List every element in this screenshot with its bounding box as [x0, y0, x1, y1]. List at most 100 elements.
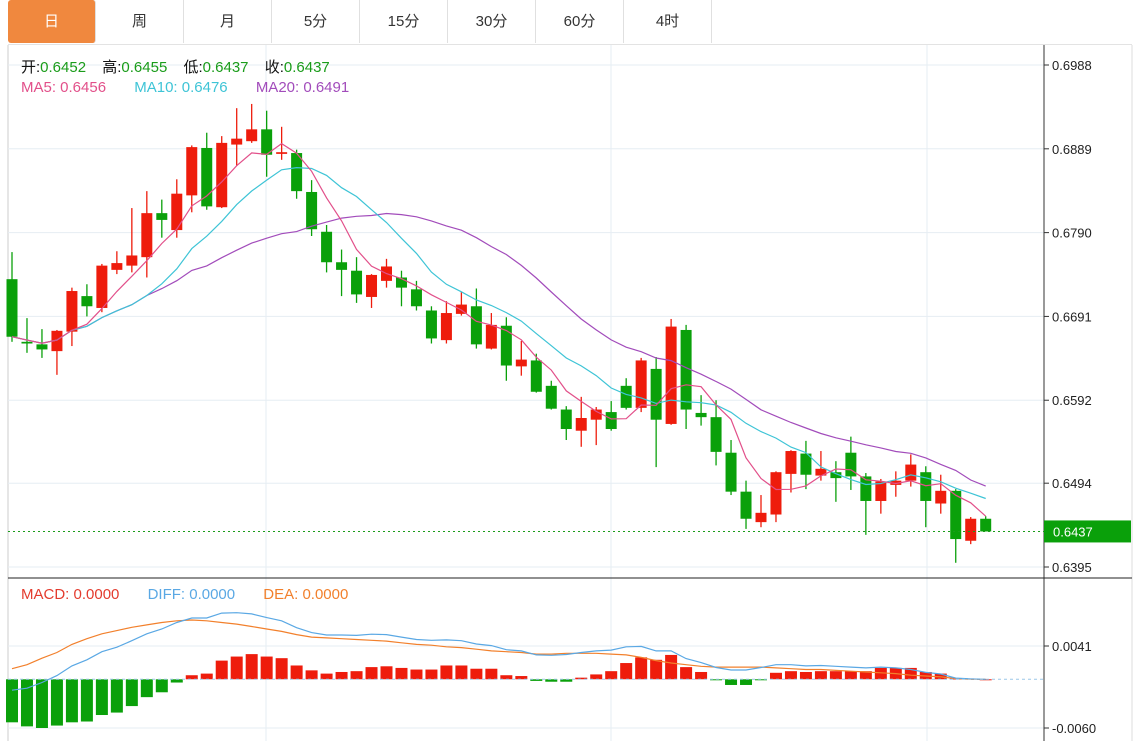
candle-up — [186, 147, 198, 196]
macd-bar — [50, 679, 63, 726]
candle-up — [141, 213, 153, 258]
candle-down — [560, 409, 572, 430]
macd-bar — [560, 679, 573, 682]
macd-bar — [365, 667, 378, 680]
price-tick-label: 0.6691 — [1052, 309, 1092, 324]
candle-up — [890, 480, 902, 485]
macd-bar — [695, 671, 708, 680]
candle-down — [830, 472, 842, 479]
price-tick-label: 0.6790 — [1052, 226, 1092, 241]
candle-down — [695, 412, 707, 418]
macd-bar — [590, 674, 603, 680]
ma5-line — [11, 142, 987, 517]
candle-up — [111, 263, 123, 270]
macd-bar — [904, 667, 917, 680]
candle-up — [785, 451, 797, 474]
tab-week[interactable]: 周 — [96, 0, 184, 43]
candle-down — [470, 306, 482, 345]
macd-bar — [65, 679, 78, 723]
candle-down — [650, 368, 662, 420]
candle-up — [770, 472, 782, 515]
ma20-line — [11, 212, 986, 487]
candle-up — [965, 518, 977, 541]
macd-bar — [290, 665, 303, 680]
ma10-line — [11, 166, 986, 500]
macd-bar — [230, 656, 243, 680]
candle-down — [920, 472, 932, 501]
macd-bar — [545, 679, 558, 682]
macd-bar — [80, 679, 93, 722]
macd-bar — [799, 671, 812, 680]
candle-down — [980, 518, 992, 532]
candle-up — [126, 255, 138, 266]
tab-5min[interactable]: 5分 — [272, 0, 360, 43]
macd-bar — [350, 671, 363, 680]
macd-bar — [784, 671, 797, 680]
tab-day[interactable]: 日 — [8, 0, 96, 43]
macd-bar — [185, 675, 198, 680]
macd-bar — [575, 677, 588, 680]
macd-bar — [410, 669, 423, 680]
candle-up — [665, 326, 677, 424]
macd-bar — [35, 679, 48, 728]
candle-up — [485, 324, 497, 349]
macd-bar — [440, 665, 453, 680]
macd-bar — [305, 670, 318, 680]
candle-down — [605, 412, 617, 430]
candle-down — [6, 279, 18, 337]
candle-up — [440, 313, 452, 341]
macd-bar — [470, 668, 483, 680]
candle-down — [680, 329, 692, 410]
tab-60min[interactable]: 60分 — [536, 0, 624, 43]
macd-legend: MACD: 0.0000 DIFF: 0.0000 DEA: 0.0000 — [21, 586, 348, 603]
macd-bar — [665, 654, 678, 680]
candle-up — [935, 490, 947, 504]
tab-30min[interactable]: 30分 — [448, 0, 536, 43]
axes: 0.6988 0.6889 0.6790 0.6691 0.6592 0.6494 0.63… — [8, 45, 1132, 741]
macd-bar — [155, 679, 168, 693]
open-label: 开: — [21, 59, 41, 76]
candle-up — [905, 464, 917, 481]
macd-bar — [814, 671, 827, 680]
tab-15min[interactable]: 15分 — [360, 0, 448, 43]
price-tick-label: 0.6494 — [1052, 476, 1092, 491]
macd-bar — [515, 676, 528, 680]
candle-up — [515, 359, 527, 367]
macd-bar — [215, 660, 228, 680]
ma-legend: MA5: 0.6456 MA10: 0.6476 MA20: 0.6491 — [21, 79, 349, 96]
candle-down — [306, 191, 318, 230]
macd-bar — [829, 671, 842, 680]
candle-up — [635, 360, 647, 408]
tab-month[interactable]: 月 — [184, 0, 272, 43]
macd-bar — [95, 679, 108, 716]
low-value: 0.6437 — [202, 59, 249, 76]
candle-down — [156, 213, 168, 220]
open-value: 0.6452 — [40, 59, 87, 76]
candle-down — [321, 231, 333, 263]
candle-down — [291, 153, 303, 192]
macd-bar — [530, 679, 543, 681]
macd-bar — [740, 679, 753, 685]
macd-bar — [485, 668, 498, 680]
candle-up — [875, 481, 887, 501]
candle-up — [231, 138, 243, 145]
macd-bar — [20, 679, 33, 727]
macd-bar — [769, 672, 782, 680]
macd-bar — [635, 657, 648, 680]
candle-up — [455, 304, 467, 314]
candle-down — [261, 129, 273, 155]
candle-up — [575, 418, 587, 431]
close-label: 收: — [264, 59, 284, 76]
macd-bar — [725, 679, 738, 685]
tab-4hour[interactable]: 4时 — [624, 0, 712, 43]
ma10-value: MA10: 0.6476 — [134, 79, 228, 96]
candle-up — [171, 193, 183, 231]
macd-bar — [455, 665, 468, 680]
candle-up — [366, 274, 378, 297]
ohlc-legend: 开:0.6452 高:0.6455 低:0.6437 收:0.6437 — [21, 56, 330, 77]
candle-down — [500, 325, 512, 366]
macd-bar — [170, 679, 183, 683]
ma20-value: MA20: 0.6491 — [255, 79, 350, 96]
macd-bar — [260, 656, 273, 680]
